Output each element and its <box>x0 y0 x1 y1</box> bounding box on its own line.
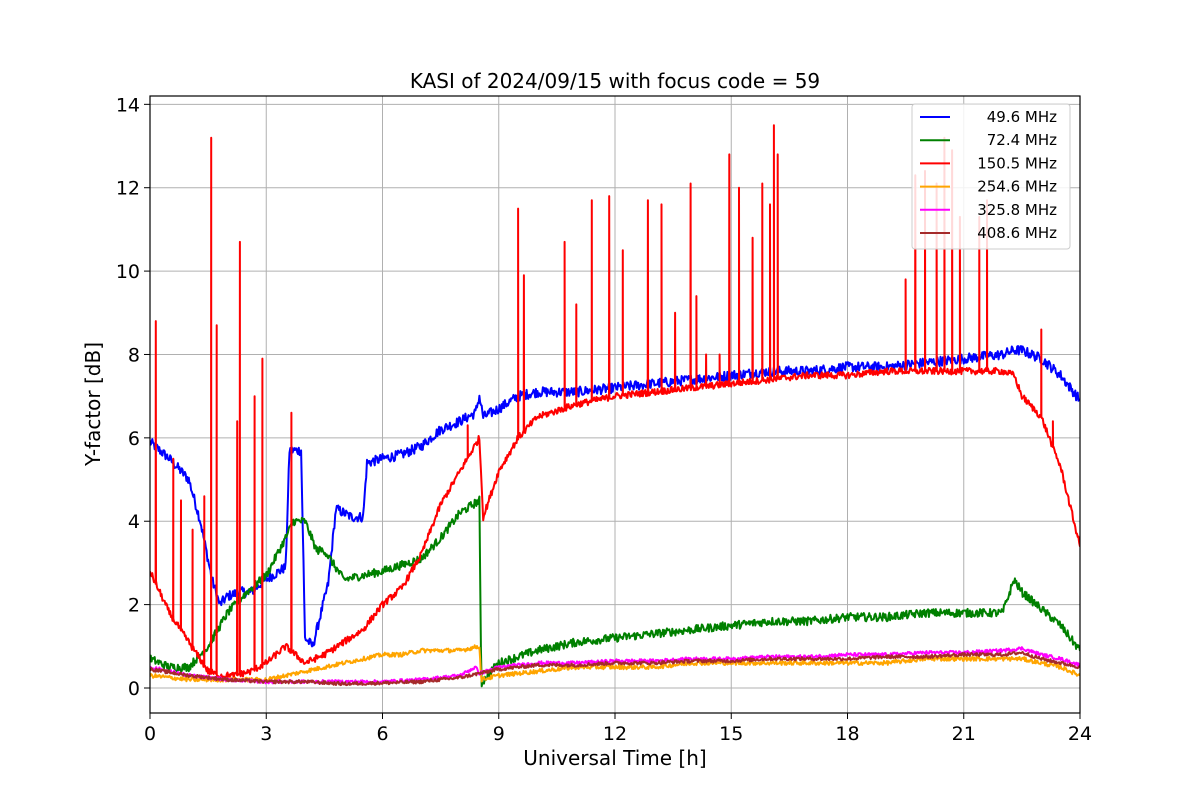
y-tick-label: 10 <box>116 261 140 283</box>
x-tick-label: 6 <box>376 723 388 745</box>
y-tick-label: 12 <box>116 178 140 200</box>
x-axis: 0 3 6 9 12 15 18 21 24 <box>144 713 1092 745</box>
legend-label: 49.6 MHz <box>987 108 1057 126</box>
y-tick-label: 8 <box>128 344 140 366</box>
x-tick-label: 15 <box>719 723 743 745</box>
legend-box <box>911 103 1071 250</box>
y-axis: 0 2 4 6 8 10 12 14 <box>116 94 150 700</box>
x-tick-label: 24 <box>1068 723 1092 745</box>
legend-label: 408.6 MHz <box>977 224 1057 242</box>
x-tick-label: 3 <box>260 723 272 745</box>
series-line <box>150 644 1080 683</box>
x-tick-label: 0 <box>144 723 156 745</box>
y-axis-title: Y-factor [dB] <box>81 342 105 467</box>
x-axis-title: Universal Time [h] <box>523 746 706 770</box>
y-tick-label: 0 <box>128 678 140 700</box>
x-tick-label: 18 <box>835 723 859 745</box>
x-tick-label: 21 <box>952 723 976 745</box>
series-line <box>150 495 1080 688</box>
series-line <box>150 650 1080 687</box>
y-tick-label: 14 <box>116 94 140 116</box>
plot-series <box>150 124 1080 688</box>
legend-label: 150.5 MHz <box>977 154 1057 172</box>
chart-title: KASI of 2024/09/15 with focus code = 59 <box>410 69 820 93</box>
y-tick-label: 4 <box>128 511 140 533</box>
legend-label: 254.6 MHz <box>977 178 1057 196</box>
x-tick-label: 12 <box>603 723 627 745</box>
legend: 49.6 MHz 72.4 MHz 150.5 MHz 254.6 MHz 325.8 … <box>911 103 1071 250</box>
x-tick-label: 9 <box>493 723 505 745</box>
y-tick-label: 2 <box>128 595 140 617</box>
legend-label: 325.8 MHz <box>977 201 1057 219</box>
legend-label: 72.4 MHz <box>987 131 1057 149</box>
y-tick-label: 6 <box>128 428 140 450</box>
series-line <box>150 124 1080 680</box>
